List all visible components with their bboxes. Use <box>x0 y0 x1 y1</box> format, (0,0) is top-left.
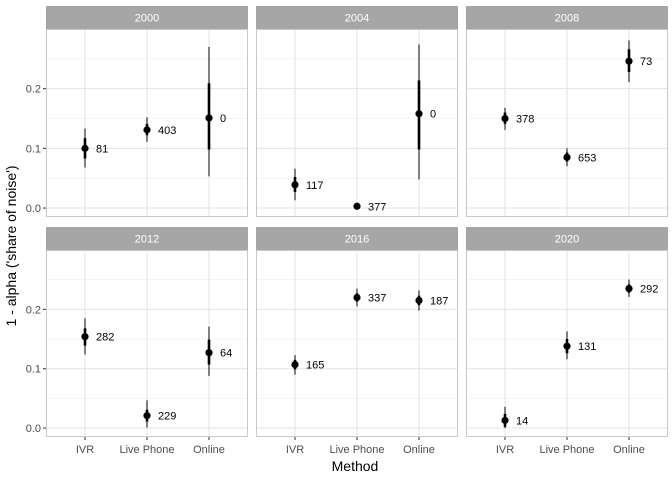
facet-strip <box>466 227 668 250</box>
facet-strip-label: 2012 <box>135 234 159 246</box>
point-estimate <box>415 296 423 305</box>
panel-border <box>466 29 668 217</box>
y-tick-label: 0.2 <box>26 84 41 96</box>
facet-panel: 2000 0.0 0.1 0.2 81 403 0 <box>26 6 248 217</box>
point-estimate <box>143 126 151 134</box>
point-estimate <box>143 412 151 420</box>
point-estimate <box>353 202 361 210</box>
sample-size-label: 131 <box>578 341 596 353</box>
point-estimate <box>353 293 361 302</box>
facet-panel: 2020 IVR Live Phone Online 14 131 292 <box>466 227 668 456</box>
panel-border <box>466 250 668 437</box>
facet-panel: 2016 IVR Live Phone Online 165 337 187 <box>256 227 458 456</box>
facet-strip <box>466 6 668 29</box>
sample-size-label: 229 <box>158 411 176 423</box>
point-estimate <box>563 342 571 350</box>
sample-size-label: 187 <box>430 295 448 307</box>
facet-strip <box>46 6 248 29</box>
point-estimate <box>501 114 509 123</box>
sample-size-label: 378 <box>516 114 534 126</box>
sample-size-label: 81 <box>96 143 108 155</box>
point-estimate <box>563 153 571 161</box>
x-tick-label: Online <box>613 444 645 456</box>
x-tick-label: IVR <box>286 444 304 456</box>
point-estimate <box>625 284 633 293</box>
sample-size-label: 0 <box>430 109 436 121</box>
point-estimate <box>81 144 89 152</box>
facet-strip <box>256 6 458 29</box>
facet-strip-label: 2020 <box>555 234 579 246</box>
y-tick-label: 0.0 <box>26 203 41 215</box>
sample-size-label: 653 <box>578 152 596 164</box>
x-tick-label: IVR <box>76 444 94 456</box>
x-tick-label: Live Phone <box>329 444 384 456</box>
facet-strip-label: 2000 <box>135 13 159 25</box>
x-tick-label: Live Phone <box>119 444 174 456</box>
facet-panel: 2008 378 653 73 <box>466 6 668 217</box>
point-estimate <box>205 114 213 122</box>
point-estimate <box>81 333 89 341</box>
sample-size-label: 0 <box>220 113 226 125</box>
facet-strip-label: 2016 <box>345 234 369 246</box>
sample-size-label: 14 <box>516 415 528 427</box>
point-estimate <box>501 416 509 424</box>
x-tick-label: IVR <box>496 444 514 456</box>
y-axis-title: 1 - alpha ('share of noise') <box>3 166 19 327</box>
x-tick-label: Online <box>403 444 435 456</box>
facet-panels: 2000 0.0 0.1 0.2 81 403 0 2004 117 377 0 2008 378 653… <box>26 6 668 456</box>
facet-strip <box>256 227 458 250</box>
sample-size-label: 73 <box>640 56 652 68</box>
sample-size-label: 165 <box>306 360 324 372</box>
panel-border <box>46 29 248 217</box>
y-tick-label: 0.1 <box>26 143 41 155</box>
sample-size-label: 403 <box>158 125 176 137</box>
x-axis-title: Method <box>332 458 379 474</box>
x-tick-label: Online <box>193 444 225 456</box>
facet-panel: 2012 0.0 0.1 0.2 IVR Live Phone Online 282 229 64 <box>26 227 248 456</box>
facet-strip-label: 2008 <box>555 13 579 25</box>
y-tick-label: 0.2 <box>26 304 41 316</box>
panel-border <box>256 29 458 217</box>
point-estimate <box>291 360 299 369</box>
facet-strip <box>46 227 248 250</box>
y-tick-label: 0.0 <box>26 423 41 435</box>
x-tick-label: Live Phone <box>539 444 594 456</box>
y-tick-label: 0.1 <box>26 364 41 376</box>
panel-border <box>256 250 458 437</box>
facet-panel: 2004 117 377 0 <box>256 6 458 217</box>
sample-size-label: 117 <box>306 180 324 192</box>
sample-size-label: 64 <box>220 348 232 360</box>
panel-border <box>46 250 248 437</box>
sample-size-label: 282 <box>96 332 114 344</box>
point-estimate <box>625 57 633 65</box>
sample-size-label: 292 <box>640 284 658 296</box>
sample-size-label: 377 <box>368 201 386 213</box>
facet-strip-label: 2004 <box>345 13 369 25</box>
point-estimate <box>415 110 423 118</box>
point-estimate <box>205 349 213 357</box>
point-estimate <box>291 181 299 189</box>
sample-size-label: 337 <box>368 292 386 304</box>
